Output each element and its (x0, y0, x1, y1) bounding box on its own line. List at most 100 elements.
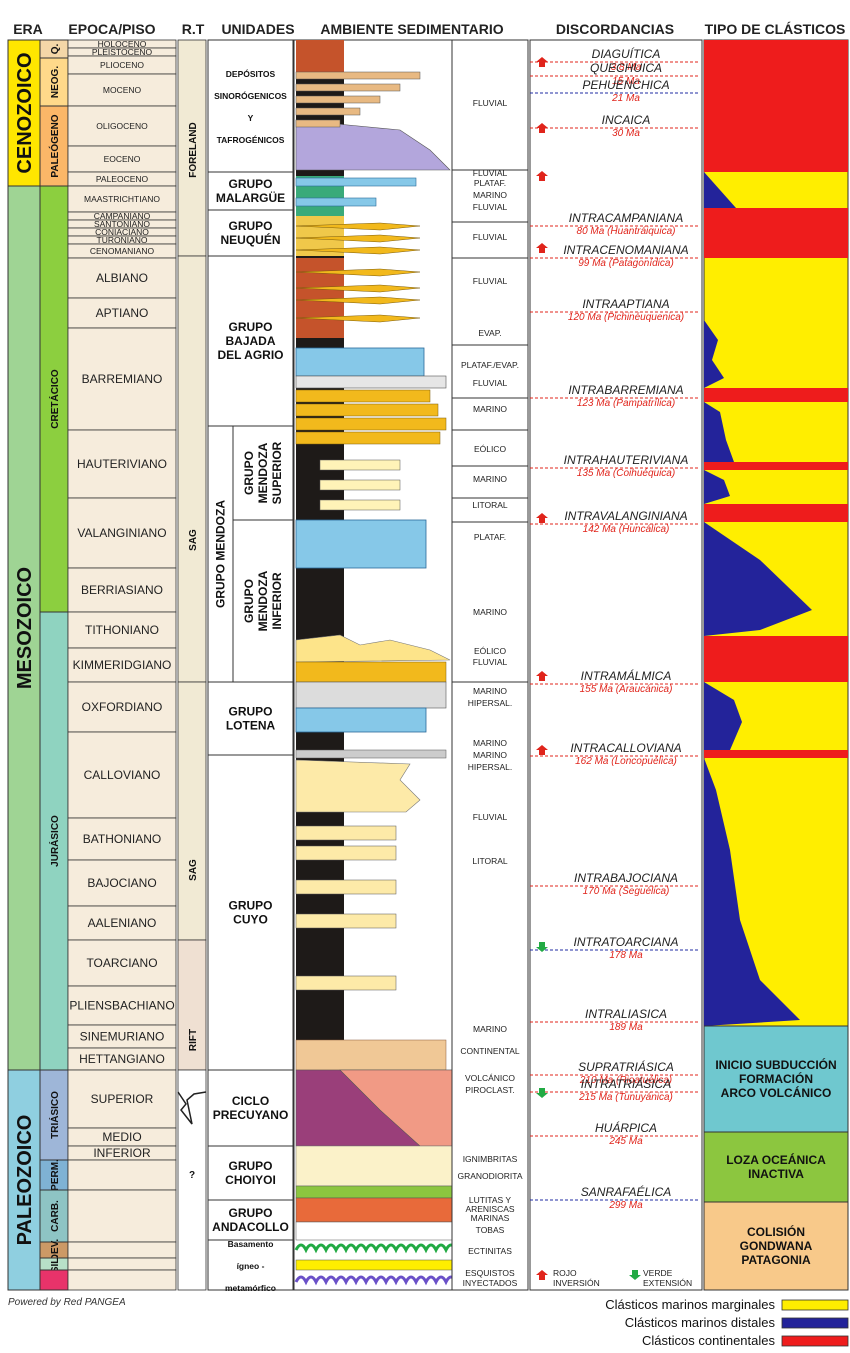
limestone-block (295, 707, 427, 733)
inversion-arrow (536, 513, 548, 523)
rt-cell (177, 681, 207, 941)
inversion-arrow (536, 243, 548, 253)
sand-body (295, 268, 421, 277)
discordance-name: INTRATRIÁSICA (581, 1076, 671, 1091)
stage-cell (67, 859, 177, 907)
continental-band (704, 750, 848, 758)
stage-label: MEDIO (102, 1130, 141, 1144)
clastic-setting-box (703, 1025, 849, 1133)
clastic-setting-label: INACTIVA (748, 1167, 804, 1181)
continental-band (704, 208, 848, 258)
unit-cell (207, 39, 294, 173)
volcanic-wedge (295, 119, 451, 171)
rt-cell (177, 255, 207, 683)
stage-cell (67, 985, 177, 1026)
stage-label: CALLOVIANO (84, 768, 161, 782)
environment-label: LITORAL (472, 500, 508, 510)
era-column: CENOZOICO MESOZOICO PALEOZOICO (7, 39, 41, 1291)
clastic-setting-label: PATAGONIA (741, 1253, 811, 1267)
environment-label: GRANODIORITA (457, 1171, 522, 1181)
distal-wedge (704, 402, 734, 462)
sand-body (295, 234, 421, 243)
gap-unit (295, 1221, 453, 1241)
legend-swatch (781, 1299, 849, 1311)
stage-label: CAMPANIANO (94, 211, 151, 221)
period-label: CRETÁCICO (48, 369, 61, 429)
stage-label: HAUTERIVIANO (77, 457, 167, 471)
environment-label: HIPERSAL. (468, 762, 512, 772)
environment-label: MARINO (473, 1024, 507, 1034)
stage-cell (67, 1069, 177, 1129)
discordance-name: DIAGUÍTICA (592, 46, 661, 61)
stage-label: PLIENSBACHIANO (69, 999, 174, 1013)
stage-cell (67, 1159, 177, 1191)
schist-band (295, 1259, 453, 1271)
stage-label: APTIANO (96, 306, 149, 320)
credit-label: Powered by Red PANGEA (8, 1297, 126, 1308)
stage-cell (67, 1257, 177, 1271)
environment-label: ECTINITAS (468, 1246, 512, 1256)
discordance-age: 15 Ma (612, 76, 640, 87)
eolian-bed (319, 459, 401, 471)
period-column: Q. NEOG. PALEÓGENO CRETÁCICO JURÁSICO TRIÁSIC… (39, 39, 69, 1291)
discordance-name: INTRAHAUTERIVIANA (564, 453, 689, 467)
discordance-age: 210 Ma (Rioatuélica) (579, 1075, 672, 1086)
sandstone-bed (295, 417, 447, 431)
sandstone-bed (295, 389, 431, 403)
unit-label: Basamento (228, 1239, 274, 1249)
discordance-name: INTRACAMPANIANA (569, 211, 683, 225)
tuff-unit (295, 1197, 453, 1223)
stage-cell (67, 1269, 177, 1291)
discordance-name: INCAICA (602, 113, 651, 127)
sand-body (295, 284, 421, 293)
legend-swatch (781, 1317, 849, 1329)
discordance-age: 245 Ma (608, 1136, 643, 1147)
legend-label: Clásticos continentales (642, 1333, 775, 1348)
stage-label: PLIOCENO (100, 60, 144, 70)
discordance-age: 299 Ma (608, 1200, 643, 1211)
schist-symbol (294, 1275, 458, 1286)
stage-cell (67, 647, 177, 683)
extension-arrow (536, 1088, 548, 1098)
clastic-setting-box (703, 1131, 849, 1203)
environment-label: EVAP. (478, 328, 501, 338)
evaporite-block (295, 681, 447, 709)
environment-column: FLUVIALFLUVIALPLATAF.MARINOFLUVIALFLUVIA… (451, 39, 529, 1291)
rt-label: RIFT (188, 1029, 199, 1051)
stage-label: BERRIASIANO (81, 583, 163, 597)
unit-label: CUYO (233, 913, 268, 927)
red-bed-top (296, 40, 344, 72)
discordance-age: 21 Ma (611, 93, 640, 104)
sand-body (295, 246, 421, 255)
environment-label: EÓLICO (474, 646, 507, 656)
stage-cell (67, 1189, 177, 1243)
stage-label: BATHONIANO (83, 832, 161, 846)
stage-label: HOLOCENO (98, 39, 147, 49)
eolian-bed (319, 499, 401, 511)
stage-label: HETTANGIANO (79, 1052, 165, 1066)
legend-label: Clásticos marinos marginales (605, 1297, 775, 1312)
stage-label: CENOMANIANO (90, 246, 155, 256)
period-cell (39, 1069, 69, 1161)
clastic-setting-label: FORMACIÓN (739, 1071, 813, 1086)
environment-label: PLATAF. (474, 532, 506, 542)
stage-label: MAASTRICHTIANO (84, 194, 160, 204)
legend-red-arrow (536, 1270, 548, 1280)
unit-label: BAJADA (225, 334, 275, 348)
environment-label: TOBAS (476, 1225, 505, 1235)
clastic-setting-label: GONDWANA (740, 1239, 813, 1253)
discordance-name: INTRABAJOCIANA (574, 871, 678, 885)
arrow-legend-label: VERDE (643, 1268, 673, 1278)
stage-label: SUPERIOR (91, 1092, 154, 1106)
discordance-age: 99 Ma (Patagonídica) (578, 258, 674, 269)
discordance-age: 155 Ma (Araucánica) (580, 684, 673, 695)
period-label: CARB. (50, 1200, 61, 1232)
limestone-block (295, 347, 425, 377)
environment-label: PLATAF./EVAP. (461, 360, 519, 370)
sandstone-body (295, 759, 421, 813)
unit-cell (207, 754, 294, 1071)
stage-cell (67, 257, 177, 299)
stage-label: KIMMERIDGIANO (73, 658, 172, 672)
discordance-age: 142 Ma (Huncálica) (583, 524, 670, 535)
